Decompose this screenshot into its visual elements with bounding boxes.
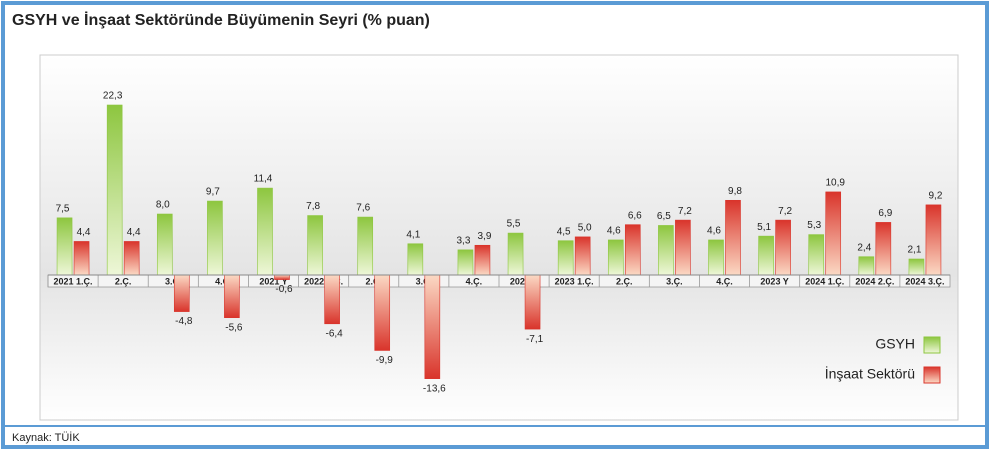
bar [207, 200, 223, 276]
data-label: 2,4 [857, 242, 871, 253]
x-tick-label: 2.Ç. [616, 276, 633, 286]
bar [725, 199, 741, 276]
data-label: 5,0 [578, 223, 592, 234]
x-tick-label: 3.Ç. [416, 276, 433, 286]
data-label: 3,3 [456, 235, 470, 246]
data-label: 9,2 [928, 191, 942, 202]
data-label: 7,2 [678, 206, 692, 217]
data-label: 6,5 [657, 211, 671, 222]
data-label: 7,5 [56, 203, 70, 214]
data-label: 5,1 [757, 222, 771, 233]
data-label: 4,6 [607, 226, 621, 237]
bar [374, 274, 391, 351]
bar [825, 191, 842, 276]
bar [758, 235, 774, 276]
x-tick-label: 2.Ç. [365, 276, 382, 286]
legend-swatch [923, 366, 941, 384]
plot-panel [39, 54, 959, 421]
x-tick-label: 2024 3.Ç. [905, 276, 944, 286]
x-tick-label: 4.Ç. [215, 276, 232, 286]
data-label: 5,3 [807, 220, 821, 231]
bar [524, 274, 541, 330]
x-tick-label: 2023 1.Ç. [555, 276, 594, 286]
bar [106, 104, 123, 276]
bar [224, 274, 240, 318]
x-tick-label: 2024 1.Ç. [805, 276, 844, 286]
data-label: 4,6 [707, 226, 721, 237]
data-label: 4,4 [127, 227, 141, 238]
bar [123, 241, 140, 276]
data-label: 6,9 [878, 208, 892, 219]
bar [908, 258, 925, 276]
data-label: 9,8 [728, 186, 742, 197]
x-tick-label: 2021 1.Ç. [54, 276, 93, 286]
data-label: -9,9 [376, 355, 394, 366]
bar [357, 216, 374, 276]
bar [607, 239, 624, 276]
data-label: 7,2 [778, 206, 792, 217]
bar [507, 232, 524, 276]
x-tick-label: 3.Ç. [165, 276, 182, 286]
bar [675, 219, 691, 276]
x-tick-label: 2022 1.Ç. [304, 276, 343, 286]
bar [274, 274, 290, 280]
bar [808, 234, 825, 276]
bar [457, 249, 474, 276]
bar [925, 204, 942, 276]
bar [875, 222, 892, 276]
bar [407, 243, 424, 276]
data-label: 4,5 [557, 226, 571, 237]
legend-label: İnşaat Sektörü [825, 365, 915, 382]
data-label: -4,8 [175, 316, 193, 327]
x-tick-label: 3.Ç. [666, 276, 683, 286]
data-label: -6,4 [325, 328, 343, 339]
legend-swatch [923, 336, 941, 354]
data-label: 10,9 [825, 178, 845, 189]
chart-title: GSYH ve İnşaat Sektöründe Büyümenin Seyr… [12, 11, 430, 29]
data-label: 9,7 [206, 187, 220, 198]
bar [858, 256, 875, 276]
bar [658, 225, 674, 276]
x-tick-label: 2024 2.Ç. [855, 276, 894, 286]
bar [324, 274, 340, 325]
data-label: 7,8 [306, 201, 320, 212]
data-label: 5,5 [507, 219, 521, 230]
x-tick-label: 2.Ç. [115, 276, 132, 286]
bar [708, 239, 724, 276]
bar [156, 213, 173, 276]
bar [474, 244, 491, 276]
data-label: 4,4 [77, 227, 91, 238]
bar [775, 219, 791, 276]
x-tick-label: 2021 Y [259, 276, 287, 286]
x-tick-label: 2022 Y [510, 276, 538, 286]
x-tick-label: 4.Ç. [716, 276, 733, 286]
bar [73, 241, 90, 276]
bar [173, 274, 190, 312]
bar [557, 240, 574, 276]
data-label: 22,3 [103, 91, 123, 102]
data-label: 2,1 [907, 245, 921, 256]
legend-label: GSYH [875, 336, 915, 352]
bar [56, 217, 73, 276]
data-label: -7,1 [526, 334, 544, 345]
bar [574, 236, 591, 276]
bar [424, 274, 441, 379]
data-label: 6,6 [628, 210, 642, 221]
data-label: -5,6 [225, 322, 243, 333]
data-label: 8,0 [156, 200, 170, 211]
x-tick-label: 4.Ç. [466, 276, 483, 286]
x-tick-label: 2023 Y [760, 276, 788, 286]
bar [257, 187, 273, 276]
data-label: 11,4 [254, 174, 273, 185]
bar [624, 224, 641, 276]
source: Kaynak: TÜİK [12, 431, 80, 444]
data-label: 7,6 [356, 203, 370, 214]
data-label: 3,9 [477, 231, 491, 242]
bar [307, 215, 323, 276]
data-label: 4,1 [406, 229, 420, 240]
data-label: -13,6 [423, 383, 446, 394]
data-label: -0,6 [275, 284, 293, 295]
